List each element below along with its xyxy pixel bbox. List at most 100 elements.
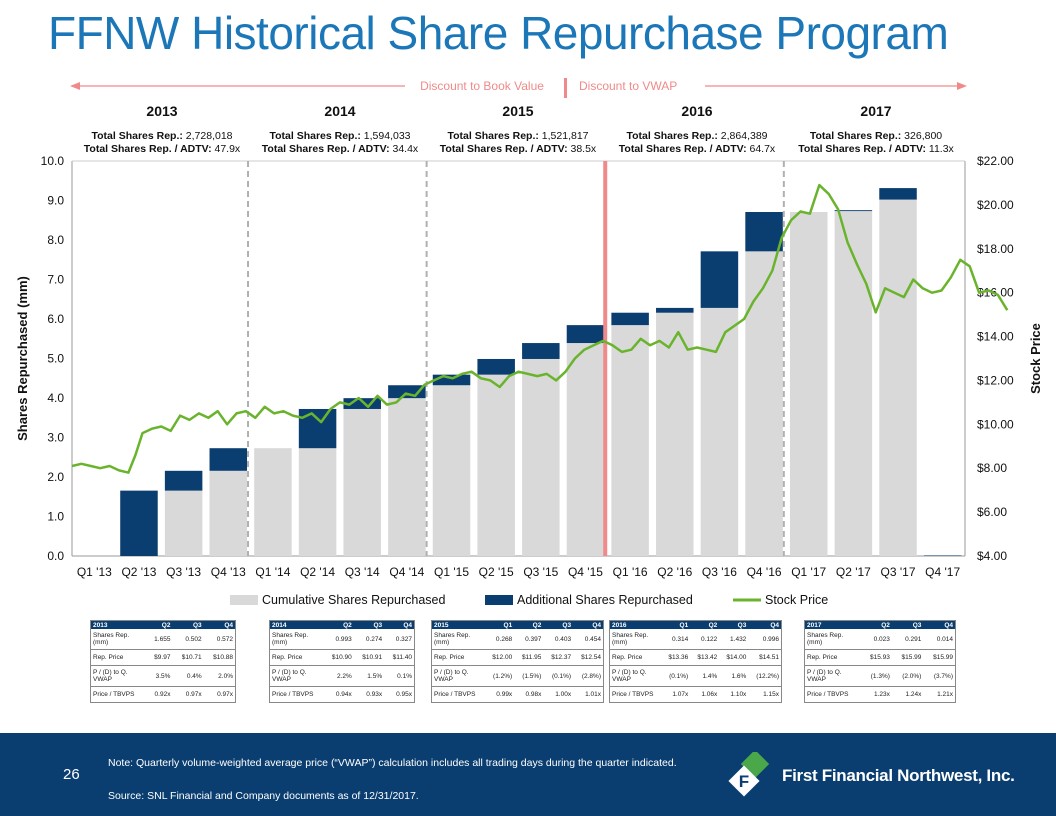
footer-bar: [0, 733, 1056, 816]
bar-cumulative: [343, 408, 381, 556]
table-cell: 0.99x: [484, 686, 515, 703]
table-2017: 2017 Q2 Q3 Q4 Shares Rep. (mm) 0.023 0.291 0.01…: [804, 620, 956, 703]
table-cell: 0.122: [690, 629, 720, 650]
table-row: Price / TBVPS 0.99x 0.98x 1.00x 1.01x: [431, 686, 604, 703]
x-tick-label: Q2 '16: [657, 565, 692, 579]
table-col-header: Q3: [891, 620, 924, 629]
table-row: Price / TBVPS 1.07x 1.06x 1.10x 1.15x: [609, 686, 782, 703]
table-cell: 0.572: [203, 629, 236, 650]
table-row: P / (D) to Q. VWAP 3.5% 0.4% 2.0%: [90, 665, 236, 687]
table-cell: 0.93x: [353, 686, 385, 703]
x-tick-label: Q2 '15: [479, 565, 514, 579]
table-cell: (2.8%): [573, 665, 604, 687]
y-tick-label: 3.0: [47, 431, 64, 445]
bar-cumulative: [566, 343, 605, 556]
table-header: 2016 Q1 Q2 Q3 Q4: [609, 620, 782, 629]
table-cell: 1.07x: [661, 686, 691, 703]
table-row: Price / TBVPS 0.94x 0.93x 0.95x: [269, 686, 415, 703]
bar-additional: [566, 325, 605, 344]
table-cell: (0.1%): [543, 665, 574, 687]
bar-additional: [120, 490, 158, 556]
x-tick-label: Q4 '13: [211, 565, 246, 579]
table-2013: 2013 Q2 Q3 Q4 Shares Rep. (mm) 1.655 0.502 0.57…: [90, 620, 236, 703]
year-heading: 2017: [860, 103, 891, 119]
right-arrow-icon: [957, 82, 967, 90]
table-cell: $10.90: [323, 649, 354, 666]
table-cell: $13.36: [661, 649, 691, 666]
table-row: Shares Rep. (mm) 0.314 0.122 1.432 0.996: [609, 629, 782, 650]
table-cell: 1.5%: [353, 665, 385, 687]
bar-additional: [834, 210, 873, 212]
table-col-header: Q2: [323, 620, 354, 629]
table-2014: 2014 Q2 Q3 Q4 Shares Rep. (mm) 0.993 0.274 0.32…: [269, 620, 415, 703]
table-row: P / (D) to Q. VWAP (1.2%) (1.5%) (0.1%) (2.8…: [431, 665, 604, 687]
table-row: Rep. Price $15.93 $15.99 $15.99: [804, 649, 956, 666]
bar-additional: [522, 343, 560, 359]
x-tick-label: Q4 '15: [568, 565, 603, 579]
page-title: FFNW Historical Share Repurchase Program: [48, 7, 949, 59]
row-label: Rep. Price: [90, 649, 146, 666]
y2-tick-label: $20.00: [977, 198, 1014, 212]
table-cell: $15.99: [891, 649, 924, 666]
bar-additional: [164, 470, 203, 491]
table-year: 2013: [90, 620, 146, 629]
table-cell: $10.91: [353, 649, 385, 666]
bar-cumulative: [745, 251, 783, 557]
table-cell: $12.54: [573, 649, 604, 666]
table-cell: 1.06x: [690, 686, 720, 703]
table-cell: $10.88: [203, 649, 236, 666]
bar-additional: [923, 555, 962, 556]
table-cell: 0.1%: [384, 665, 415, 687]
table-cell: 1.21x: [923, 686, 956, 703]
table-col-header: Q3: [172, 620, 204, 629]
table-2016: 2016 Q1 Q2 Q3 Q4 Shares Rep. (mm) 0.314 0.122 1.…: [609, 620, 782, 703]
x-tick-label: Q3 '15: [523, 565, 558, 579]
row-label: P / (D) to Q. VWAP: [609, 665, 662, 687]
x-tick-label: Q1 '17: [791, 565, 826, 579]
year-total-shares: Total Shares Rep.: 2,728,018: [91, 130, 232, 142]
table-cell: (1.5%): [514, 665, 544, 687]
table-row: P / (D) to Q. VWAP 2.2% 1.5% 0.1%: [269, 665, 415, 687]
year-total-shares: Total Shares Rep.: 326,800: [810, 130, 942, 142]
bar-cumulative: [789, 211, 828, 556]
y-tick-label: 7.0: [47, 273, 64, 287]
bar-additional: [656, 307, 694, 313]
x-tick-label: Q1 '15: [434, 565, 469, 579]
row-label: Shares Rep. (mm): [609, 629, 662, 650]
year-total-adtv: Total Shares Rep. / ADTV: 11.3x: [798, 143, 954, 155]
row-label: Price / TBVPS: [609, 686, 662, 703]
x-tick-label: Q2 '14: [300, 565, 335, 579]
table-cell: 1.15x: [748, 686, 782, 703]
table-cell: 1.4%: [690, 665, 720, 687]
table-cell: 0.014: [923, 629, 956, 650]
table-cell: $14.51: [748, 649, 782, 666]
year-total-adtv: Total Shares Rep. / ADTV: 34.4x: [262, 143, 419, 155]
table-cell: 0.454: [573, 629, 604, 650]
table-cell: 1.23x: [860, 686, 892, 703]
y2-axis-title: Stock Price: [1028, 323, 1043, 394]
y2-tick-label: $4.00: [977, 549, 1007, 563]
footnote: Note: Quarterly volume-weighted average …: [108, 757, 677, 769]
y-tick-label: 0.0: [47, 549, 64, 563]
row-label: Shares Rep. (mm): [431, 629, 485, 650]
bar-cumulative: [611, 325, 649, 556]
year-total-shares: Total Shares Rep.: 1,594,033: [269, 130, 410, 142]
legend-label-cumulative: Cumulative Shares Repurchased: [262, 593, 445, 607]
row-label: Price / TBVPS: [90, 686, 146, 703]
table-cell: $11.95: [514, 649, 544, 666]
table-cell: 1.24x: [891, 686, 924, 703]
table-row: Shares Rep. (mm) 0.023 0.291 0.014: [804, 629, 956, 650]
logo-letter: F: [739, 772, 749, 791]
y-tick-label: 5.0: [47, 352, 64, 366]
table-col-header: Q3: [543, 620, 574, 629]
table-col-header: Q4: [748, 620, 782, 629]
row-label: Shares Rep. (mm): [804, 629, 861, 650]
row-label: Rep. Price: [431, 649, 485, 666]
year-heading: 2014: [324, 103, 355, 119]
y-tick-label: 1.0: [47, 510, 64, 524]
share-repurchase-chart: 0.0 1.0 2.0 3.0 4.0 5.0 6.0 7.0 8.0 9.0 10.0 $4.00 $…: [15, 78, 1043, 607]
x-tick-label: Q3 '16: [702, 565, 737, 579]
row-label: Price / TBVPS: [431, 686, 485, 703]
table-col-header: Q2: [514, 620, 544, 629]
table-header: 2017 Q2 Q3 Q4: [804, 620, 956, 629]
